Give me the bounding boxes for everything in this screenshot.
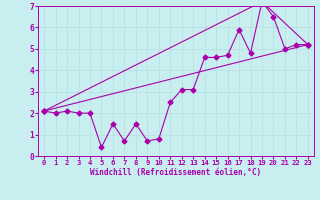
X-axis label: Windchill (Refroidissement éolien,°C): Windchill (Refroidissement éolien,°C): [91, 168, 261, 177]
